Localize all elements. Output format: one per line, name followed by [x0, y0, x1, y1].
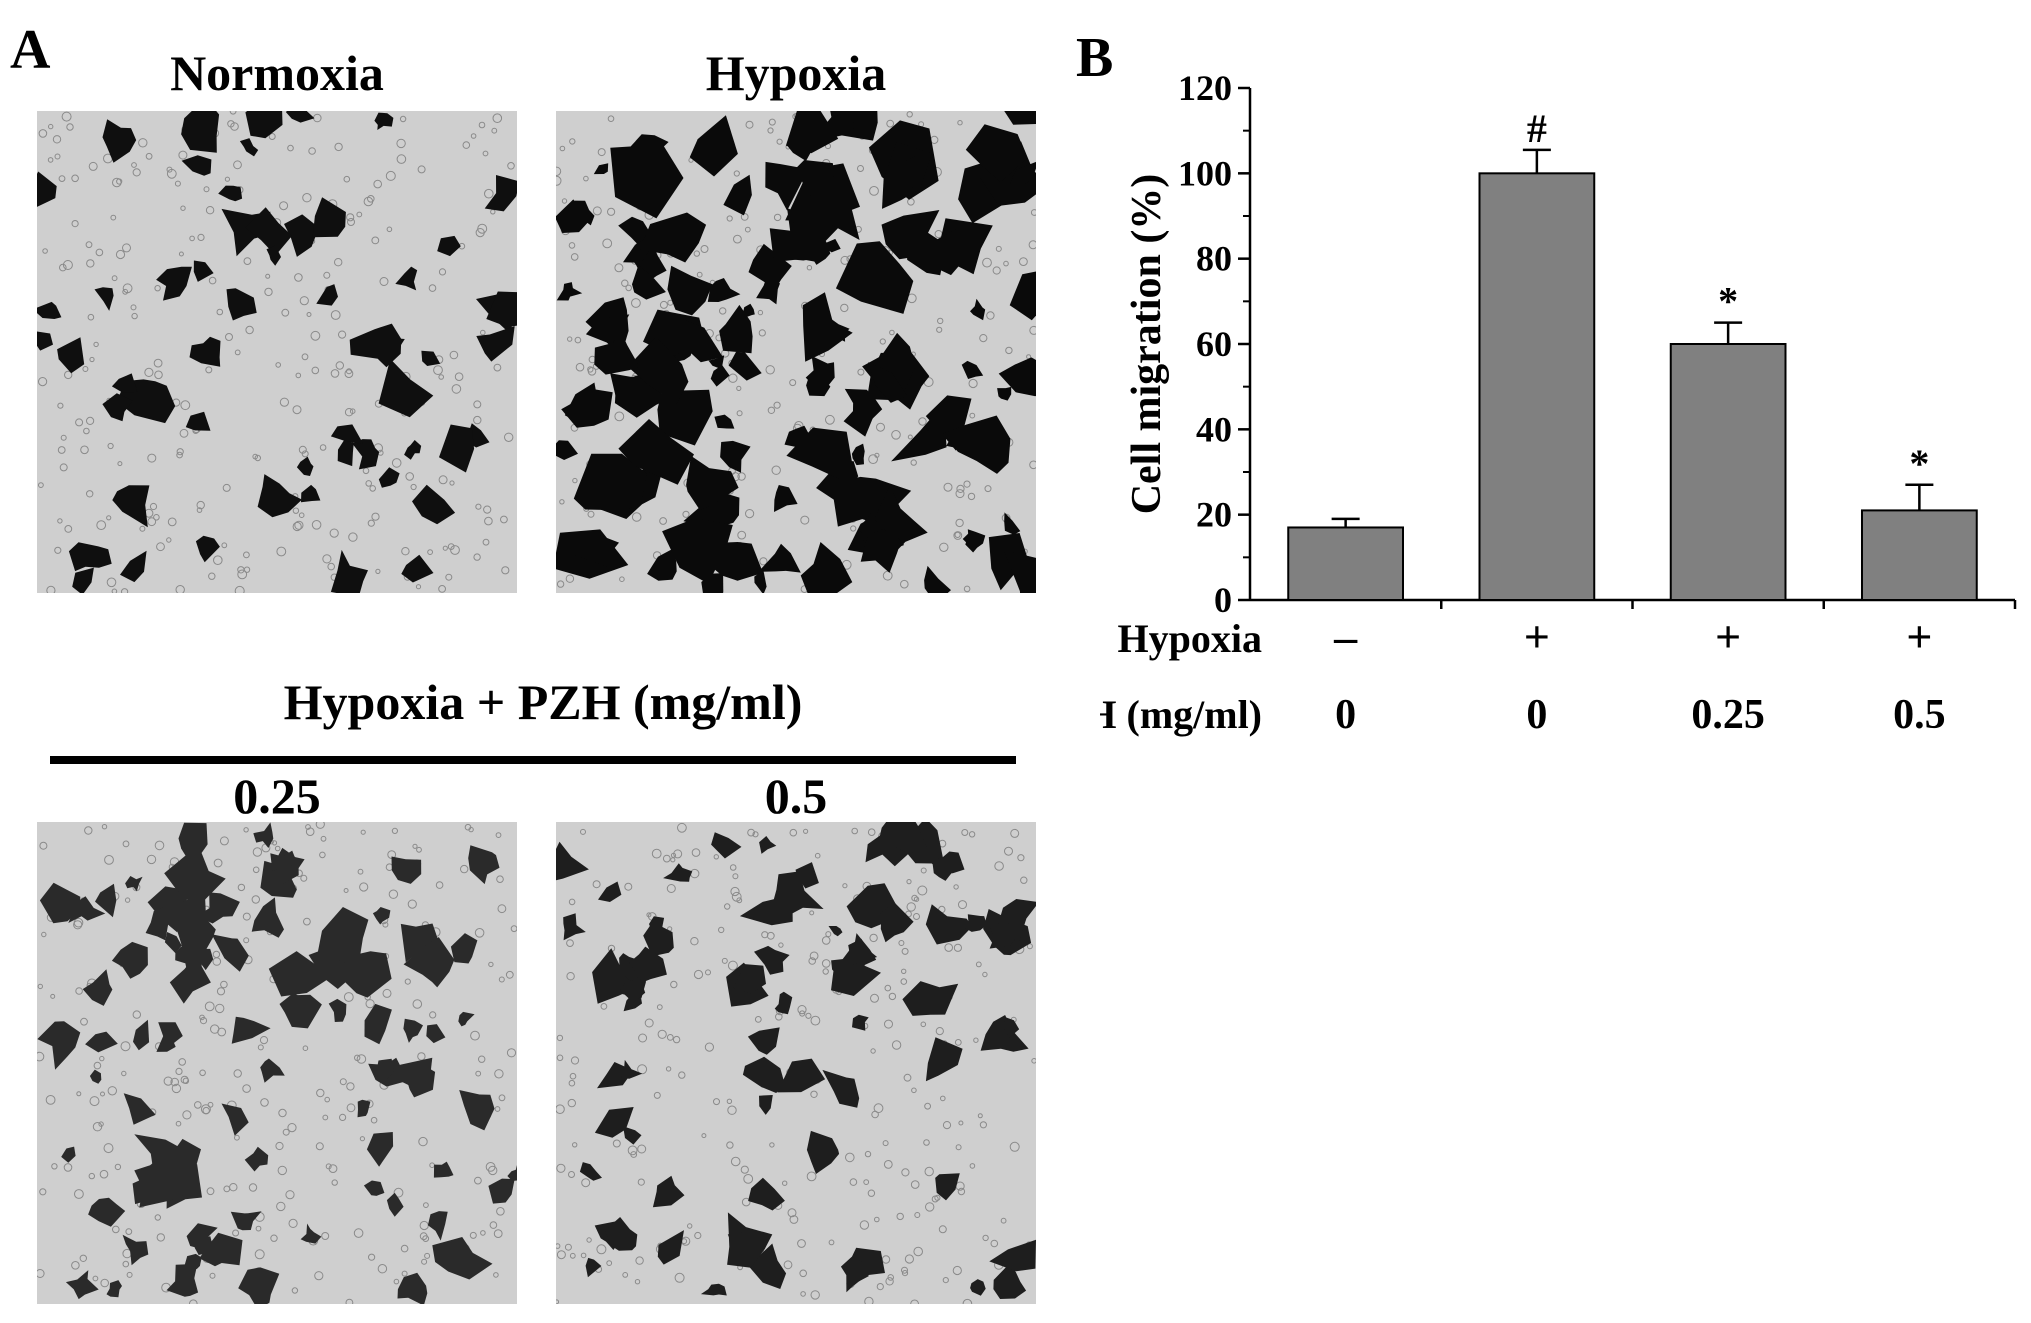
y-tick-label: 120 — [1178, 68, 1232, 108]
y-axis-label: Cell migration (%) — [1124, 174, 1170, 515]
condition-value: 0 — [1526, 692, 1547, 738]
condition-value: + — [1524, 611, 1550, 662]
hypoxia-title: Hypoxia — [705, 45, 887, 101]
significance-mark: * — [1909, 441, 1929, 486]
condition-label: PZH (mg/ml) — [1100, 692, 1262, 737]
condition-value: 0.5 — [1893, 692, 1946, 738]
condition-value: 0 — [1335, 692, 1356, 738]
condition-value: + — [1715, 611, 1741, 662]
bar-chart: 0 20 40 60 80 100 120 Cell migration (%) # * * Hypo… — [1100, 68, 2017, 738]
y-tick-label: 60 — [1196, 324, 1232, 364]
condition-value: + — [1906, 611, 1932, 662]
condition-value: 0.25 — [1691, 692, 1765, 738]
normoxia-title: Normoxia — [170, 45, 384, 101]
condition-value: – — [1333, 611, 1358, 662]
condition-label: Hypoxia — [1118, 616, 1262, 661]
panel-a-letter: A — [10, 19, 51, 81]
bar — [1287, 526, 1404, 602]
group-rule — [50, 756, 1016, 764]
micrograph-pzh-05 — [556, 822, 1036, 1304]
significance-mark: # — [1527, 106, 1547, 151]
micrograph-normoxia — [37, 111, 517, 593]
y-tick-label: 100 — [1178, 153, 1232, 193]
bar — [1478, 172, 1596, 601]
pzh-05-title: 0.5 — [764, 768, 828, 824]
y-tick-label: 20 — [1196, 495, 1232, 535]
micrograph-hypoxia — [556, 111, 1036, 593]
pzh-025-title: 0.25 — [233, 768, 321, 824]
y-tick-label: 40 — [1196, 409, 1232, 449]
micrograph-pzh-025 — [37, 822, 517, 1304]
group-label: Hypoxia + PZH (mg/ml) — [283, 674, 803, 730]
y-tick-label: 0 — [1214, 580, 1232, 620]
panel-b-letter: B — [1076, 27, 1114, 89]
significance-mark: * — [1718, 279, 1738, 324]
y-tick-label: 80 — [1196, 239, 1232, 279]
bar — [1669, 343, 1787, 601]
bar — [1861, 509, 1978, 601]
